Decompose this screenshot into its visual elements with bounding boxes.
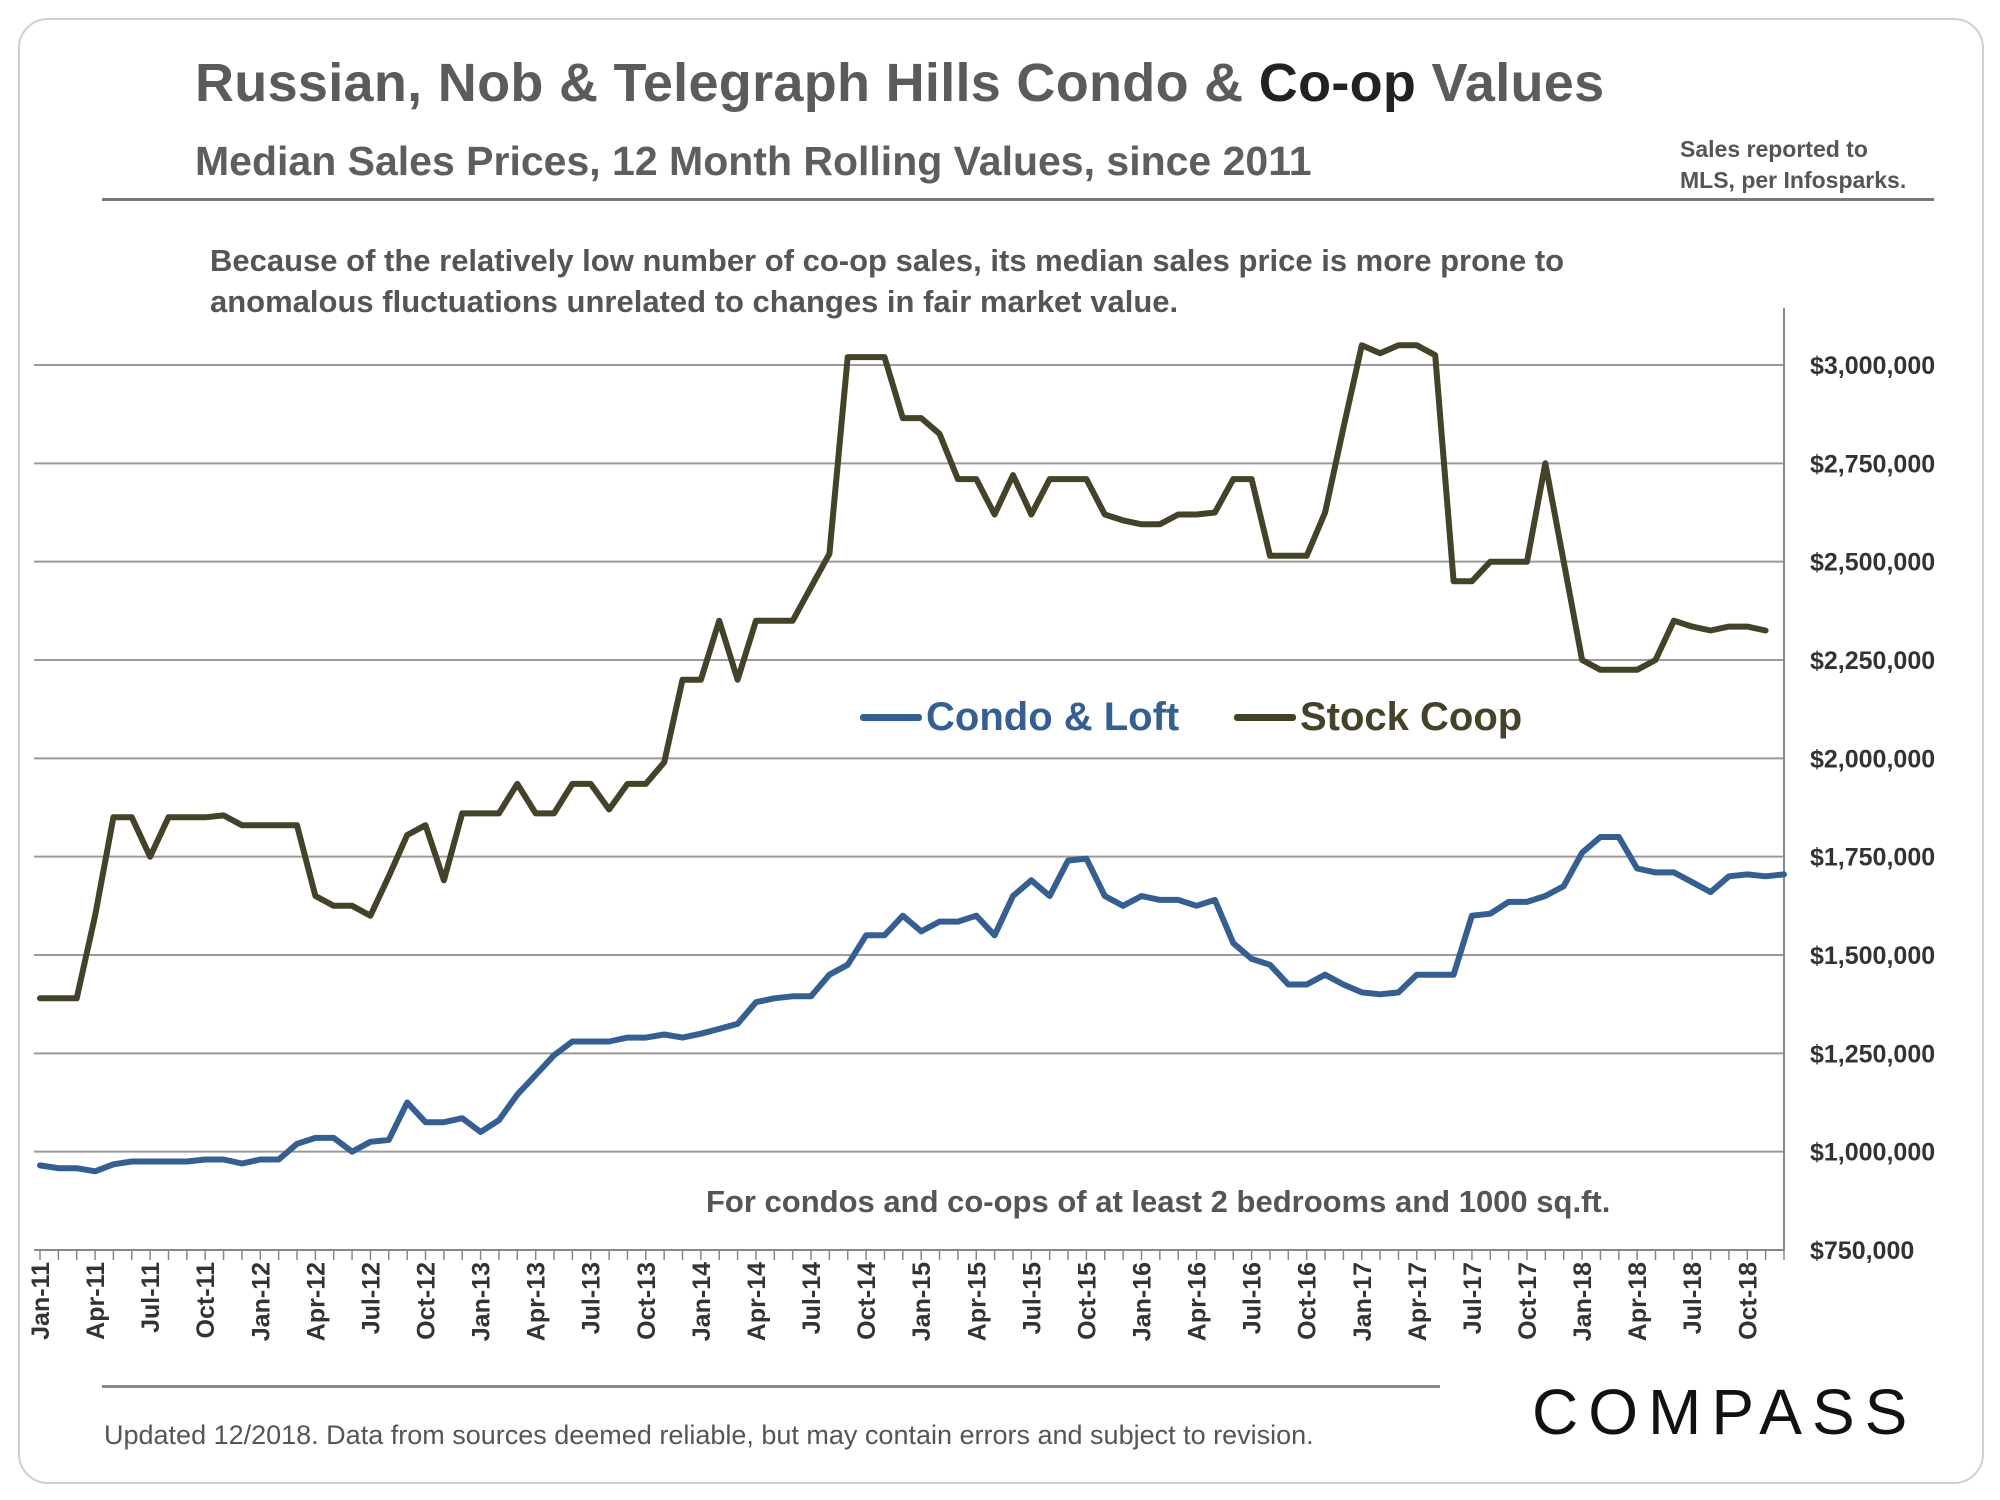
x-tick-label: Oct-13 [633,1262,661,1340]
chart-annotation: Because of the relatively low number of … [210,243,1565,319]
x-tick-label: Jul-15 [1018,1262,1046,1334]
y-axis-labels: $3,000,000 $2,750,000 $2,500,000 $2,250,000… [1810,352,1935,1265]
legend-coop-label: Stock Coop [1300,694,1523,739]
x-tick-label: Apr-12 [302,1262,330,1341]
chart-subtitle: Median Sales Prices, 12 Month Rolling Va… [195,138,1312,184]
series-line-condo-loft [37,834,1787,1175]
y-tick-label: $1,250,000 [1810,1040,1935,1068]
x-tick-label: Jul-18 [1679,1262,1707,1334]
x-tick-label: Oct-11 [192,1262,220,1339]
x-tick-label: Apr-13 [523,1262,551,1341]
y-tick-label: $750,000 [1810,1237,1914,1265]
legend-condo: Condo & Loft [860,692,1179,742]
x-tick-label: Jul-11 [137,1262,165,1333]
title-values: Values [1416,53,1605,113]
title-divider [102,198,1934,201]
x-tick-label: Jan-14 [688,1262,716,1341]
y-tick-label: $2,500,000 [1810,549,1935,577]
x-tick-label: Apr-16 [1184,1262,1212,1341]
x-tick-label: Oct-14 [853,1262,881,1340]
x-axis-labels: Jan-11 Apr-11 Jul-11 Oct-11 Jan-12 Apr-12 Jul-… [27,1262,1762,1341]
x-tick-label: Oct-16 [1294,1262,1322,1340]
y-tick-label: $1,750,000 [1810,844,1935,872]
x-tick-label: Apr-11 [82,1262,110,1340]
x-tick-label: Jul-12 [357,1262,385,1334]
x-tick-label: Oct-12 [413,1262,441,1340]
legend-coop: Stock Coop [1234,692,1522,742]
x-tick-label: Apr-14 [743,1262,771,1341]
x-tick-label: Apr-15 [963,1262,991,1341]
compass-logo: COMPASS [1532,1376,1918,1448]
y-tick-label: $2,000,000 [1810,745,1935,773]
title-main: Russian, Nob & Telegraph Hills Condo & [195,53,1259,113]
x-tick-label: Apr-18 [1624,1262,1652,1341]
source-line-1: Sales reported to [1680,136,1868,162]
x-tick-label: Apr-17 [1404,1262,1432,1341]
title-coop: Co-op [1258,53,1417,113]
axes [34,308,1785,1260]
series-line-stock-coop [37,342,1769,1002]
legend-condo-label: Condo & Loft [926,694,1180,739]
legend-condo-swatch [860,713,922,721]
series-lines [37,342,1787,1175]
x-tick-label: Jan-18 [1569,1262,1597,1341]
y-tick-label: $2,250,000 [1810,647,1935,675]
source-note: Sales reported to MLS, per Infosparks. [1680,134,1906,196]
x-tick-label: Jan-12 [247,1262,275,1341]
source-line-2: MLS, per Infosparks. [1680,167,1907,193]
y-tick-label: $1,000,000 [1810,1139,1935,1167]
x-tick-label: Jul-13 [578,1262,606,1334]
x-tick-label: Oct-15 [1073,1262,1101,1340]
x-tick-label: Jan-17 [1349,1262,1377,1341]
gridlines [34,364,1784,1251]
legend-coop-swatch [1234,713,1296,721]
x-tick-label: Oct-18 [1734,1262,1762,1340]
x-tick-label: Jul-14 [798,1262,826,1334]
x-tick-label: Jul-16 [1239,1262,1267,1334]
x-tick-label: Jan-16 [1128,1262,1156,1341]
x-tick-label: Jan-11 [27,1262,55,1340]
y-tick-label: $3,000,000 [1810,352,1935,380]
y-tick-label: $1,500,000 [1810,942,1935,970]
x-tick-label: Oct-17 [1514,1262,1542,1340]
chart-footnote: For condos and co-ops of at least 2 bedr… [706,1184,1611,1219]
chart-card [18,18,1984,1484]
updated-disclaimer: Updated 12/2018. Data from sources deeme… [104,1420,1314,1450]
x-tick-label: Jul-17 [1459,1262,1487,1334]
page-title: Russian, Nob & Telegraph Hills Condo & C… [195,52,1604,114]
y-tick-label: $2,750,000 [1810,450,1935,478]
x-tick-label: Jan-15 [908,1262,936,1341]
footer-divider [102,1385,1440,1388]
x-tick-label: Jan-13 [468,1262,496,1341]
